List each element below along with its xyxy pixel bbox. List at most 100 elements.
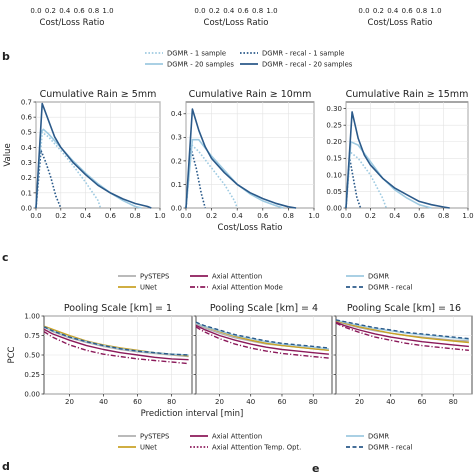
x-tick-label: 40 [246,398,255,406]
legend-label-dgmr: DGMR [368,273,389,281]
legend-label-pysteps: PySTEPS [140,273,169,281]
top-fragment-ticks-middle: 0.0 0.2 0.4 0.6 0.8 1.0 [194,7,277,15]
series-line-axial-attention [195,324,329,355]
chart-rain-15mm: 0.0 0.2 0.4 0.6 0.8 1.0 0.00 0.05 0.10 0.15 0.20 0.… [326,89,473,220]
chart-title: Pooling Scale [km] = 1 [64,303,172,314]
x-tick-label: 80 [449,398,458,406]
x-tick-label: 40 [99,398,108,406]
y-tick-label: 0.5 [21,129,32,137]
legend-c: PySTEPS Axial Attention DGMR UNet Axial Atte… [118,273,413,292]
plot-frame [35,101,161,209]
y-tick-label: 0.7 [21,98,32,106]
y-tick-label: 0.75 [24,332,40,340]
y-tick-label: 0.1 [21,189,32,197]
series-line-dgmr-recal [195,321,329,349]
y-tick-label: 0.00 [326,204,342,212]
x-tick-label: 80 [309,398,318,406]
x-tick-label: 60 [418,398,427,406]
x-tick-label: 20 [65,398,74,406]
top-tick-label: 0.6 [238,7,250,15]
series-line-dgmr-1-sample [345,150,388,209]
chart-pooling-16km: 20 40 60 80 Pooling Scale [km] = 16 [333,303,473,406]
series-line-dgmr-recal-1-sample [185,148,206,209]
chart-title: Cumulative Rain ≥ 5mm [40,89,157,100]
y-tick-label: 0.00 [24,390,40,398]
x-tick-label: 0.2 [365,212,376,220]
series-line-dgmr-1-sample [35,131,102,209]
panel-label-e: e [312,462,319,474]
x-tick-label: 0.0 [180,212,191,220]
top-tick-label: 1.0 [430,7,441,15]
series-line-axial-attention-mode [335,322,469,351]
top-tick-label: 0.0 [194,7,205,15]
series-line-dgmr-recal-20-samples [345,111,450,209]
top-tick-label: 1.0 [102,7,113,15]
x-tick-label: 0.6 [105,212,117,220]
y-tick-label: 0.4 [21,144,33,152]
panel-label-b: b [2,50,10,63]
top-tick-label: 0.4 [59,7,71,15]
y-tick-label: 1.00 [24,312,40,320]
series-line-dgmr-20-samples [35,128,142,209]
series-line-pysteps [43,326,189,358]
y-tick-label: 0.1 [171,181,182,189]
top-fragment-xlabel-right: Cost/Loss Ratio [368,18,433,28]
y-tick-label: 0.25 [326,122,342,130]
legend-d: PySTEPS Axial Attention DGMR UNet Axial Atte… [118,433,413,452]
x-tick-label: 0.2 [55,212,66,220]
top-tick-label: 0.8 [416,7,427,15]
x-tick-label: 1.0 [308,212,319,220]
legend-label-dgmr-recal: DGMR - recal [368,284,413,292]
chart-title: Cumulative Rain ≥ 10mm [189,89,312,100]
x-axis-label: Cost/Loss Ratio [218,223,283,233]
series-line-dgmr [335,319,469,341]
chart-pooling-1km: 20 40 60 80 0.00 0.25 0.50 0.75 1.00 Pooling Scal… [7,303,193,406]
legend-label-dgmr-recal-20-samples: DGMR - recal - 20 samples [262,61,353,69]
chart-rain-5mm: 0.0 0.2 0.4 0.6 0.8 1.0 0.0 0.1 0.2 0.3 0.4 0.5 0.6 0… [3,89,166,220]
series-line-axial-attention-mode [195,326,329,359]
series-line-dgmr-recal [335,319,469,340]
y-axis-label: Value [3,143,13,166]
legend-label-dgmr-20-samples: DGMR - 20 samples [167,61,234,69]
chart-title: Pooling Scale [km] = 16 [347,303,461,314]
panel-label-d: d [2,460,10,473]
top-tick-label: 0.6 [74,7,86,15]
x-tick-label: 0.6 [414,212,426,220]
y-tick-label: 0.0 [171,204,182,212]
series-line-dgmr-recal-20-samples [35,102,152,209]
y-tick-label: 0.6 [21,114,33,122]
y-tick-label: 0.3 [171,134,182,142]
x-tick-label: 0.0 [30,212,41,220]
top-tick-label: 1.0 [266,7,277,15]
top-fragment-xlabel-left: Cost/Loss Ratio [40,18,105,28]
y-tick-label: 0.30 [326,105,342,113]
series-line-dgmr [43,326,189,356]
y-tick-label: 0.2 [21,174,32,182]
x-tick-label: 0.0 [340,212,351,220]
x-tick-label: 0.8 [438,212,449,220]
top-tick-label: 0.2 [209,7,220,15]
x-axis-label: Prediction interval [min] [141,409,244,419]
y-tick-label: 0.20 [326,138,342,146]
legend-label-axial-attention: Axial Attention [212,433,262,441]
top-fragment-ticks-left: 0.0 0.2 0.4 0.6 0.8 1.0 [30,7,113,15]
legend-label-pysteps: PySTEPS [140,433,169,441]
x-tick-label: 0.8 [283,212,294,220]
legend-label-axial-attention-temp-opt: Axial Attention Temp. Opt. [212,444,301,452]
top-tick-label: 0.0 [358,7,369,15]
series-line-axial-attention [43,328,189,361]
legend-label-unet: UNet [140,444,157,452]
series-line-axial-attention-mode [43,331,189,365]
series-line-dgmr-recal-20-samples [185,108,297,209]
series-line-unet [335,320,469,344]
x-tick-label: 1.0 [462,212,473,220]
x-tick-label: 0.2 [206,212,217,220]
legend-label-dgmr-1-sample: DGMR - 1 sample [167,50,226,58]
chart-title: Cumulative Rain ≥ 15mm [346,89,469,100]
chart-title: Pooling Scale [km] = 4 [210,303,318,314]
chart-rain-10mm: 0.0 0.2 0.4 0.6 0.8 1.0 0.0 0.1 0.2 0.3 0.4 Cumulat… [171,89,320,233]
top-tick-label: 0.2 [373,7,384,15]
x-tick-label: 0.4 [80,212,92,220]
y-tick-label: 0.4 [171,110,183,118]
